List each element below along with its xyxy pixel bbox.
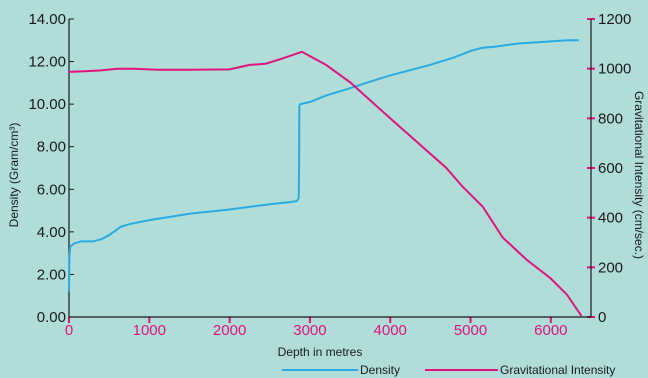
right-tick-label: 1000 (598, 61, 631, 78)
legend-gravity-label: Gravitational Intensity (500, 363, 615, 377)
x-tick-label: 6000 (534, 322, 567, 339)
x-tick-label: 2000 (213, 322, 246, 339)
x-tick-label: 0 (65, 322, 73, 339)
right-tick-label: 800 (598, 110, 623, 127)
left-axis-title: Density (Gram/cm³) (7, 123, 21, 228)
left-axis-ticks: 0.00 2.00 4.00 6.00 8.00 10.00 12.00 14.00 (28, 11, 74, 326)
right-tick-label: 0 (598, 309, 606, 326)
left-tick-label: 12.00 (28, 54, 66, 71)
x-tick-label: 1000 (133, 322, 166, 339)
right-axis-title: Gravitational Intensity (cm/sec.) (632, 91, 646, 259)
right-tick-label: 1200 (598, 11, 631, 28)
x-tick-label: 5000 (454, 322, 487, 339)
right-tick-label: 400 (598, 210, 623, 227)
left-tick-label: 14.00 (28, 11, 66, 28)
left-tick-label: 6.00 (37, 181, 66, 198)
gravity-series-line (68, 50, 583, 317)
legend-density-label: Density (360, 363, 400, 377)
legend: Density Gravitational Intensity (282, 363, 615, 377)
right-tick-label: 600 (598, 160, 623, 177)
x-tick-label: 3000 (293, 322, 326, 339)
left-tick-label: 10.00 (28, 96, 66, 113)
left-tick-label: 2.00 (37, 266, 66, 283)
x-axis-ticks: 0 1000 2000 3000 4000 5000 6000 (65, 317, 568, 339)
left-tick-label: 8.00 (37, 139, 66, 156)
left-tick-label: 4.00 (37, 224, 66, 241)
x-axis-title: Depth in metres (278, 345, 363, 359)
right-axis-ticks: 0 200 400 600 800 1000 1200 (587, 11, 631, 326)
left-tick-label: 0.00 (37, 309, 66, 326)
density-series-line (68, 39, 579, 292)
x-tick-label: 4000 (374, 322, 407, 339)
right-tick-label: 200 (598, 259, 623, 276)
